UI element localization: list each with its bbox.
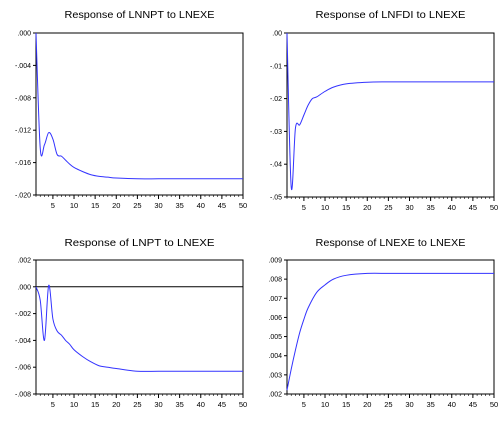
y-tick-label: -.006 [15,365,31,372]
x-tick-label: 5 [51,400,55,409]
x-tick-label: 35 [175,201,183,210]
y-tick-label: .00 [272,31,282,38]
y-tick-label: .009 [268,258,282,265]
x-tick-label: 10 [70,201,78,210]
y-tick-label: .002 [17,258,31,265]
y-tick-label: -.02 [270,96,282,103]
chart-title: Response of LNPT to LNEXE [65,238,215,249]
x-tick-label: 40 [448,400,456,409]
x-tick-label: 25 [384,400,392,409]
x-tick-label: 5 [302,203,306,212]
y-tick-label: -.012 [15,128,31,135]
y-tick-label: -.004 [15,338,31,345]
y-tick-label: .003 [268,372,282,379]
x-tick-label: 5 [302,400,306,409]
chart-panel-1: Response of LNNPT to LNEXE .000 -.004 -.008… [15,10,247,210]
y-tick-label: .005 [268,334,282,341]
x-tick-label: 25 [384,203,392,212]
y-tick-label: .004 [268,353,282,360]
x-tick-label: 25 [133,400,141,409]
chart-panel-2: Response of LNFDI to LNEXE .00 -.01 -.02 -.0… [270,10,498,212]
y-tick-label: -.04 [270,162,282,169]
x-tick-label: 5 [51,201,55,210]
x-tick-label: 50 [239,201,247,210]
y-tick-label: -.020 [15,193,31,200]
response-line [286,32,494,191]
plot-frame [35,32,244,196]
x-tick-label: 25 [133,201,141,210]
x-tick-label: 30 [154,400,162,409]
x-tick-label: 15 [342,203,350,212]
response-line [286,272,494,391]
x-tick-label: 20 [112,400,120,409]
x-tick-label: 20 [363,203,371,212]
plot-frame [286,259,495,395]
y-tick-label: -.01 [270,63,282,70]
x-tick-label: 35 [426,400,434,409]
response-line [35,284,243,372]
x-tick-label: 45 [218,400,226,409]
x-tick-label: 35 [426,203,434,212]
x-tick-label: 30 [405,400,413,409]
x-tick-label: 30 [405,203,413,212]
chart-title: Response of LNNPT to LNEXE [65,10,215,21]
x-tick-label: 50 [490,400,498,409]
x-tick-label: 10 [321,400,329,409]
y-tick-label: -.05 [270,195,282,202]
y-tick-label: .000 [17,31,31,38]
chart-title: Response of LNEXE to LNEXE [316,238,466,249]
plot-frame [286,32,495,198]
y-tick-label: -.008 [15,95,31,102]
y-tick-label: -.008 [15,392,31,399]
x-tick-label: 40 [448,203,456,212]
x-tick-label: 35 [175,400,183,409]
x-tick-label: 40 [197,400,205,409]
x-tick-label: 45 [218,201,226,210]
x-tick-label: 15 [91,400,99,409]
x-tick-label: 20 [112,201,120,210]
response-line [35,32,243,180]
x-tick-label: 50 [490,203,498,212]
x-tick-label: 45 [469,400,477,409]
y-tick-label: -.016 [15,160,31,167]
chart-panel-3: Response of LNPT to LNEXE .002 .000 -.002 -.… [15,238,247,409]
chart-title: Response of LNFDI to LNEXE [316,10,466,21]
x-tick-label: 20 [363,400,371,409]
x-tick-label: 45 [469,203,477,212]
chart-panel-4: Response of LNEXE to LNEXE .009 .008 .007 .0… [268,238,498,409]
y-tick-label: .007 [268,296,282,303]
y-tick-label: .006 [268,315,282,322]
y-tick-label: -.004 [15,63,31,70]
x-tick-label: 10 [70,400,78,409]
y-tick-label: .000 [17,284,31,291]
y-tick-label: .002 [268,392,282,399]
x-tick-label: 15 [91,201,99,210]
y-tick-label: .008 [268,277,282,284]
y-tick-label: -.002 [15,311,31,318]
plot-frame [35,259,244,395]
x-tick-label: 40 [197,201,205,210]
y-tick-label: -.03 [270,129,282,136]
x-tick-label: 10 [321,203,329,212]
x-tick-label: 15 [342,400,350,409]
x-tick-label: 30 [154,201,162,210]
x-tick-label: 50 [239,400,247,409]
